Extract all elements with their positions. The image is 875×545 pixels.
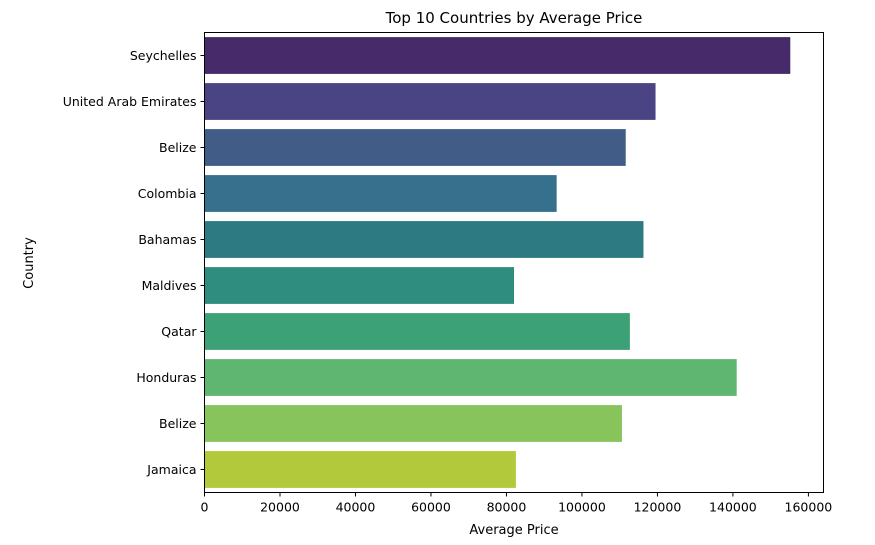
x-axis-title: Average Price xyxy=(469,523,558,538)
bar xyxy=(204,37,791,74)
bar xyxy=(204,405,622,442)
y-axis-ticks: Seychelles United Arab Emirates Belize C… xyxy=(63,48,205,477)
x-axis-ticks: 0 20000 40000 60000 80000 100000 120000 140000 1… xyxy=(201,492,833,515)
x-tick-label: 80000 xyxy=(487,500,527,515)
bar xyxy=(204,129,626,166)
x-tick-label: 20000 xyxy=(260,500,300,515)
y-tick-label: Maldives xyxy=(142,278,197,293)
bar xyxy=(204,313,630,350)
y-tick-label: Seychelles xyxy=(130,48,197,63)
bar xyxy=(204,83,656,120)
x-tick-label: 100000 xyxy=(558,500,606,515)
y-tick-label: United Arab Emirates xyxy=(63,94,197,109)
y-tick-label: Belize xyxy=(159,416,197,431)
y-tick-label: Colombia xyxy=(138,186,197,201)
y-tick-label: Jamaica xyxy=(146,462,196,477)
y-axis-title: Country xyxy=(22,237,37,289)
bar xyxy=(204,175,557,212)
bars-group xyxy=(204,37,791,488)
bar xyxy=(204,359,737,396)
y-tick-label: Belize xyxy=(159,140,197,155)
x-tick-label: 40000 xyxy=(336,500,376,515)
x-tick-label: 120000 xyxy=(634,500,682,515)
y-tick-label: Honduras xyxy=(136,370,196,385)
bar xyxy=(204,221,644,258)
x-tick-label: 140000 xyxy=(709,500,757,515)
chart-title: Top 10 Countries by Average Price xyxy=(385,9,643,27)
plot-frame xyxy=(204,32,824,493)
x-tick-label: 0 xyxy=(201,500,209,515)
x-tick-label: 160000 xyxy=(785,500,833,515)
bar xyxy=(204,267,514,304)
y-tick-label: Bahamas xyxy=(138,232,196,247)
bar xyxy=(204,451,516,488)
y-tick-label: Qatar xyxy=(161,324,197,339)
x-tick-label: 60000 xyxy=(411,500,451,515)
